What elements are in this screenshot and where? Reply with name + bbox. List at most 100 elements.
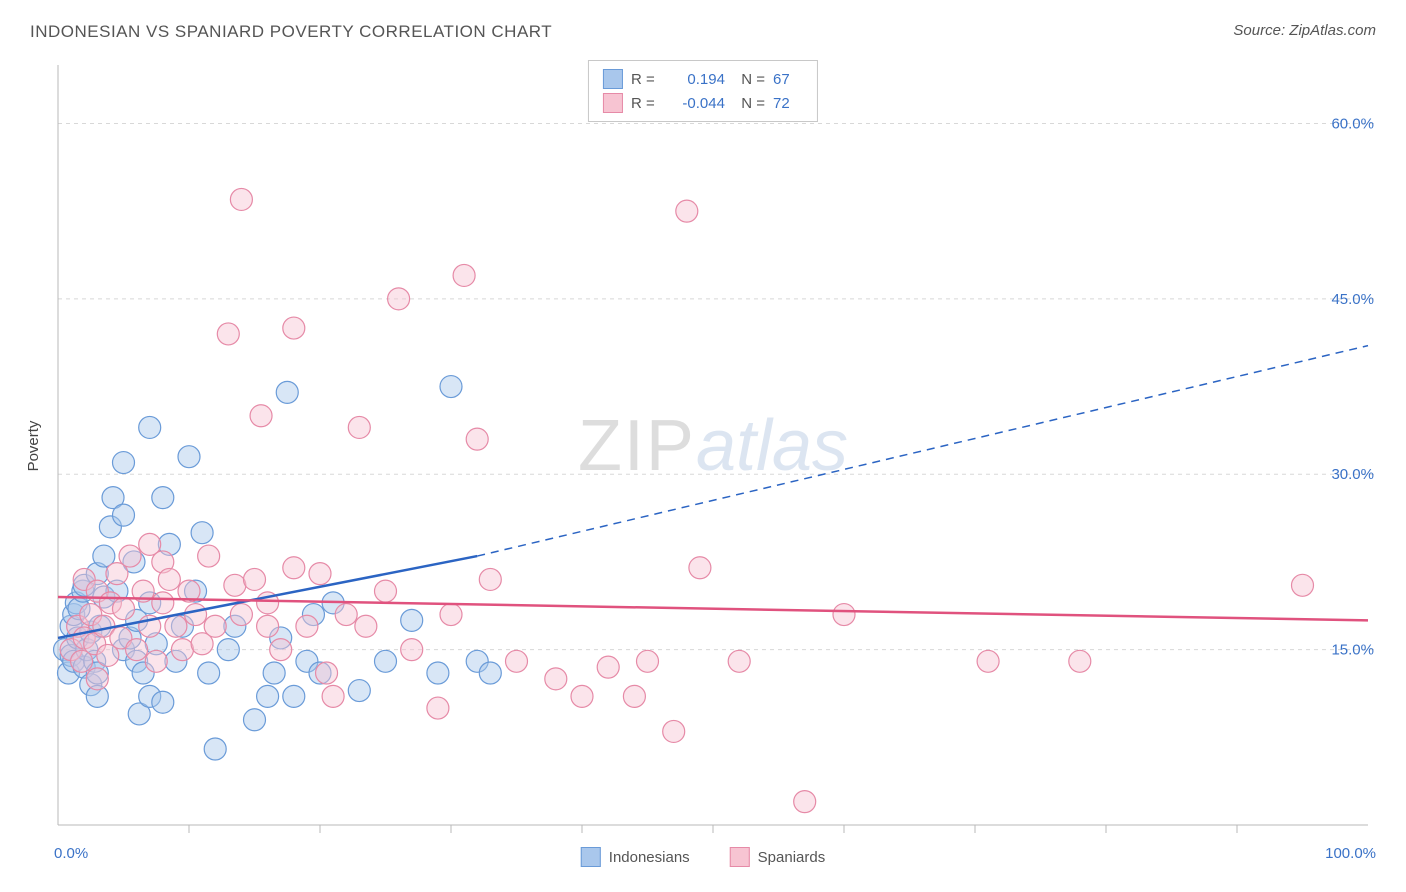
scatter-point xyxy=(165,615,187,637)
scatter-point xyxy=(257,685,279,707)
r-value: 0.194 xyxy=(667,71,725,88)
n-value: 67 xyxy=(773,71,803,88)
scatter-point xyxy=(375,580,397,602)
trend-line xyxy=(58,597,1368,620)
source-name: ZipAtlas.com xyxy=(1289,22,1376,39)
legend-label: Spaniards xyxy=(758,849,826,866)
scatter-point xyxy=(283,317,305,339)
scatter-point xyxy=(86,668,108,690)
scatter-point xyxy=(198,662,220,684)
scatter-point xyxy=(113,598,135,620)
scatter-point xyxy=(230,604,252,626)
r-label: R = xyxy=(631,71,659,88)
scatter-point xyxy=(204,738,226,760)
scatter-point xyxy=(113,504,135,526)
legend-item: Indonesians xyxy=(581,847,690,867)
scatter-point xyxy=(637,650,659,672)
scatter-point xyxy=(1292,574,1314,596)
scatter-point xyxy=(453,264,475,286)
scatter-point xyxy=(977,650,999,672)
scatter-point xyxy=(401,639,423,661)
scatter-point xyxy=(250,405,272,427)
x-axis-max-label: 100.0% xyxy=(1325,845,1376,862)
scatter-point xyxy=(355,615,377,637)
scatter-point xyxy=(545,668,567,690)
scatter-point xyxy=(427,697,449,719)
x-axis-min-label: 0.0% xyxy=(54,845,88,862)
scatter-point xyxy=(506,650,528,672)
scatter-point xyxy=(119,545,141,567)
scatter-point xyxy=(597,656,619,678)
y-axis-label: Poverty xyxy=(25,421,42,472)
scatter-point xyxy=(145,650,167,672)
scatter-point xyxy=(185,604,207,626)
swatch-icon xyxy=(581,847,601,867)
scatter-point xyxy=(322,685,344,707)
scatter-point xyxy=(663,720,685,742)
bottom-legend: Indonesians Spaniards xyxy=(581,847,825,867)
scatter-point xyxy=(479,568,501,590)
scatter-point xyxy=(571,685,593,707)
scatter-point xyxy=(152,691,174,713)
scatter-point xyxy=(283,557,305,579)
scatter-point xyxy=(263,662,285,684)
scatter-point xyxy=(204,615,226,637)
scatter-point xyxy=(171,639,193,661)
scatter-point xyxy=(623,685,645,707)
scatter-point xyxy=(244,568,266,590)
scatter-point xyxy=(309,563,331,585)
scatter-point xyxy=(375,650,397,672)
chart-plot: 15.0%30.0%45.0%60.0% ZIPatlas xyxy=(48,55,1378,845)
chart-title: INDONESIAN VS SPANIARD POVERTY CORRELATI… xyxy=(30,22,552,42)
source-label: Source: xyxy=(1233,22,1285,39)
scatter-point xyxy=(126,639,148,661)
scatter-point xyxy=(152,592,174,614)
r-label: R = xyxy=(631,95,659,112)
y-tick-label: 60.0% xyxy=(1331,115,1374,132)
scatter-point xyxy=(689,557,711,579)
legend-label: Indonesians xyxy=(609,849,690,866)
swatch-icon xyxy=(603,69,623,89)
scatter-point xyxy=(348,416,370,438)
scatter-point xyxy=(466,428,488,450)
scatter-point xyxy=(283,685,305,707)
scatter-point xyxy=(244,709,266,731)
chart-svg: 15.0% 30.0% 45.0% 60.0% xyxy=(48,55,1378,845)
scatter-point xyxy=(794,791,816,813)
scatter-point xyxy=(427,662,449,684)
scatter-point xyxy=(113,452,135,474)
scatter-point xyxy=(139,416,161,438)
stats-row: R = 0.194 N = 67 xyxy=(603,67,803,91)
scatter-point xyxy=(401,609,423,631)
source-attribution: Source: ZipAtlas.com xyxy=(1233,22,1376,39)
scatter-point xyxy=(217,323,239,345)
scatter-point xyxy=(388,288,410,310)
n-value: 72 xyxy=(773,95,803,112)
n-label: N = xyxy=(733,71,765,88)
scatter-point xyxy=(158,568,180,590)
scatter-point xyxy=(270,639,292,661)
scatter-point xyxy=(440,604,462,626)
r-value: -0.044 xyxy=(667,95,725,112)
scatter-point xyxy=(296,615,318,637)
scatter-point xyxy=(316,662,338,684)
scatter-point xyxy=(198,545,220,567)
legend-item: Spaniards xyxy=(730,847,826,867)
scatter-point xyxy=(348,680,370,702)
n-label: N = xyxy=(733,95,765,112)
scatter-point xyxy=(178,446,200,468)
scatter-point xyxy=(728,650,750,672)
y-tick-label: 45.0% xyxy=(1331,291,1374,308)
scatter-point xyxy=(676,200,698,222)
scatter-point xyxy=(152,487,174,509)
scatter-point xyxy=(833,604,855,626)
scatter-point xyxy=(191,522,213,544)
scatter-point xyxy=(440,376,462,398)
y-tick-label: 15.0% xyxy=(1331,642,1374,659)
y-tick-label: 30.0% xyxy=(1331,466,1374,483)
scatter-point xyxy=(1069,650,1091,672)
stats-row: R = -0.044 N = 72 xyxy=(603,91,803,115)
swatch-icon xyxy=(603,93,623,113)
scatter-point xyxy=(230,188,252,210)
scatter-point xyxy=(479,662,501,684)
